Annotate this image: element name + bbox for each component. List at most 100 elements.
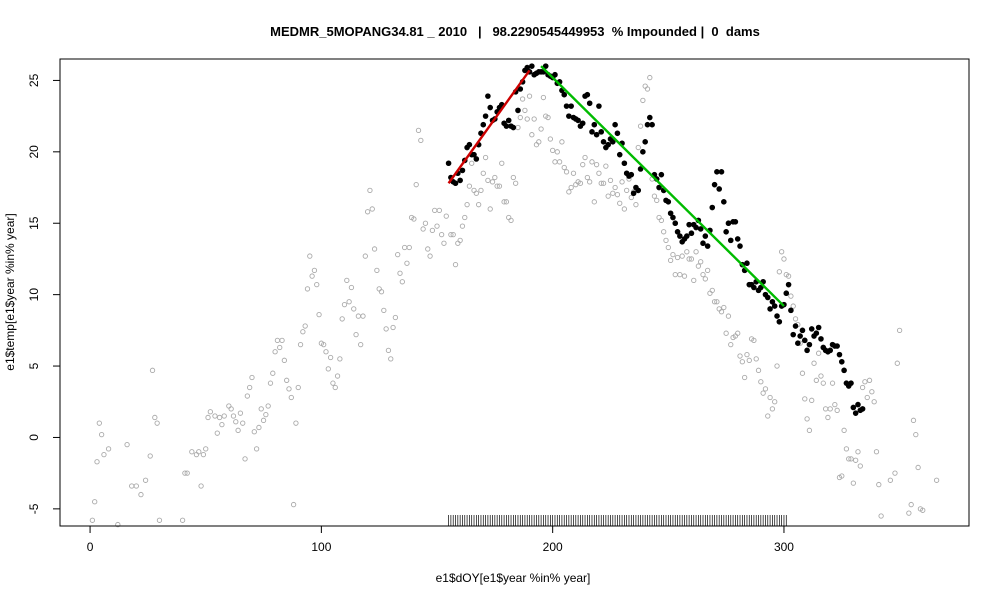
data-point-grey [371,246,378,252]
data-point-grey [494,183,500,189]
x-axis-label: e1$dOY[e1$year %in% year] [436,571,591,585]
data-point-grey [700,271,706,278]
data-point-grey [487,206,493,212]
data-point-black [774,313,780,319]
data-point-grey [850,480,857,486]
data-point-black [732,219,739,225]
data-point-grey [413,182,419,188]
data-point-grey [818,373,824,379]
data-point-grey [418,137,424,144]
data-point-grey [395,252,401,258]
y-tick-label: 20 [27,145,41,159]
data-point-grey [360,313,366,319]
data-point-grey [735,330,741,336]
data-point-grey [906,510,912,516]
y-tick-label: 15 [27,216,41,230]
data-point-black [614,130,621,137]
data-point-black [667,210,674,217]
data-point-black [808,326,815,332]
data-point-grey [475,202,482,208]
data-point-grey [302,323,308,329]
data-point-grey [866,377,873,383]
data-point-grey [281,357,288,363]
data-point-grey [341,301,348,308]
x-tick-label: 0 [87,540,94,554]
data-point-grey [704,267,711,274]
data-point-grey [478,187,484,194]
data-point-black [771,303,778,309]
data-point-grey [247,384,253,391]
data-point-grey [288,394,294,401]
data-point-black [725,220,732,227]
data-point-grey [910,417,917,423]
data-point-black [584,91,591,98]
data-point-grey [316,311,322,318]
data-point-grey [309,273,315,279]
data-point-grey [651,193,658,199]
data-point-grey [545,114,551,121]
data-point-grey [540,94,547,101]
data-point-grey [593,162,600,168]
data-point-grey [563,169,570,175]
data-point-grey [96,420,102,426]
data-point-black [697,226,704,232]
data-point-black [591,121,598,128]
data-point-grey [739,359,745,365]
data-point-black [693,224,699,231]
data-point-grey [399,279,405,285]
data-point-grey [624,187,630,194]
data-point-grey [908,501,914,508]
fit-line [540,65,785,307]
data-point-grey [235,427,241,433]
data-point-grey [362,253,368,259]
data-point-grey [344,277,350,284]
data-point-black [628,171,635,178]
y-axis-label: e1$temp[e1$year %in% year] [3,213,17,370]
data-point-grey [311,267,318,274]
data-point-grey [825,414,831,421]
data-point-black [783,290,790,297]
data-point-grey [661,229,667,235]
data-point-black [804,347,810,354]
data-point-grey [589,159,595,165]
data-point-grey [577,180,584,186]
data-point-black [517,86,524,92]
data-point-black [589,129,595,135]
data-point-black [704,243,711,249]
data-point-grey [857,463,863,469]
data-point-black [795,340,801,346]
data-point-grey [670,252,676,258]
data-point-grey [212,413,218,419]
data-point-grey [383,326,389,332]
data-point-black [776,318,783,325]
data-point-grey [364,209,371,215]
data-point-black [848,380,854,386]
data-point-black [841,367,847,374]
data-point-grey [115,521,121,528]
data-point-grey [619,179,625,185]
data-point-black [785,281,792,288]
data-point-black [596,103,602,109]
data-point-grey [802,396,808,402]
data-point-grey [559,139,565,145]
data-point-grey [591,199,597,205]
data-point-grey [522,107,528,114]
data-point-grey [434,223,440,229]
data-point-grey [566,189,572,195]
data-point-grey [695,263,702,269]
data-point-grey [913,431,919,438]
data-point-grey [142,477,149,483]
data-point-black [850,404,857,411]
data-point-grey [378,289,385,295]
data-point-black [505,117,512,124]
data-point-grey [640,97,646,104]
data-point-grey [258,406,264,412]
data-point-grey [531,116,537,122]
data-point-grey [781,256,787,262]
data-point-grey [184,470,190,476]
data-point-grey [679,253,685,259]
data-point-grey [367,187,373,194]
data-point-grey [216,414,223,421]
data-point-grey [251,429,257,435]
data-point-black [758,284,764,291]
